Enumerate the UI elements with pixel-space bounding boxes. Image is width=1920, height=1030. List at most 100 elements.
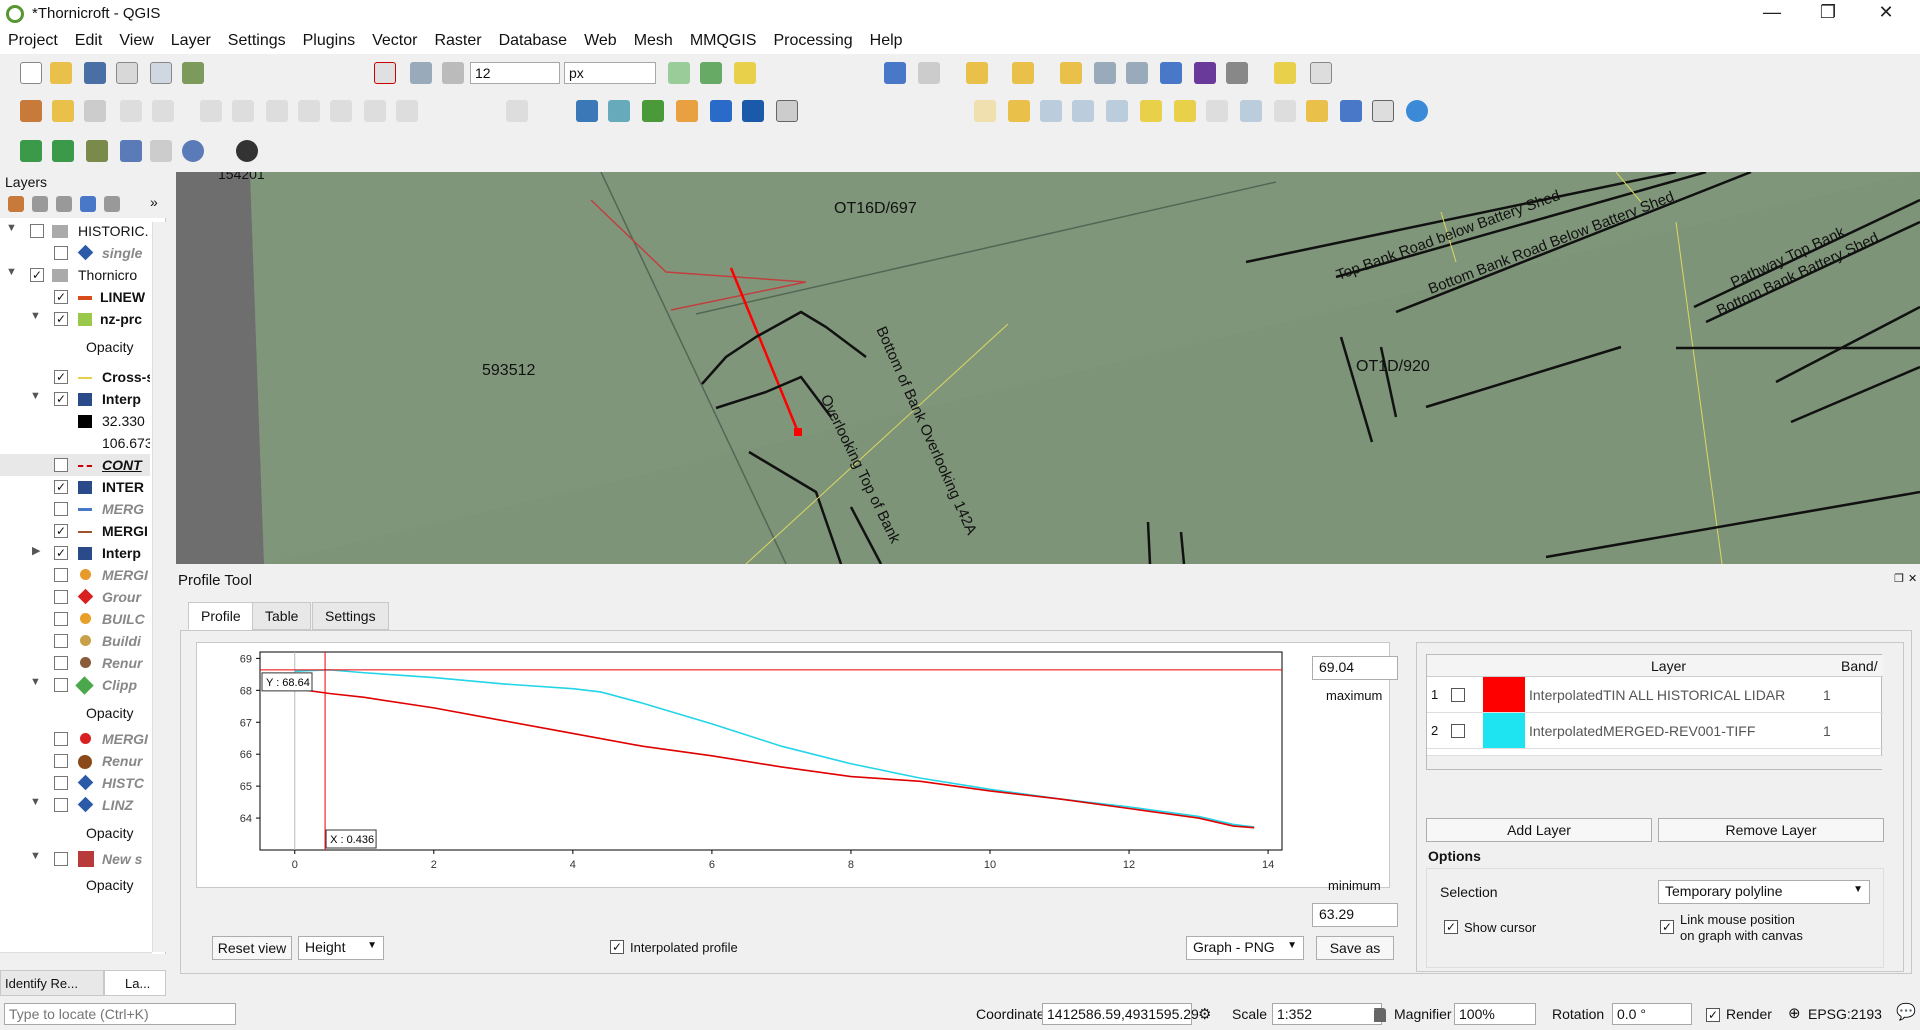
statistics-sum-icon[interactable] [1194,62,1216,84]
layer-visible-checkbox[interactable] [1451,688,1465,702]
processing-toolbox-icon[interactable] [1160,62,1182,84]
link-mouse-checkbox[interactable]: ✓ [1660,920,1674,934]
restore-button[interactable]: ❐ [1819,2,1837,22]
bookmark-icon[interactable] [1372,100,1394,122]
profile-graph[interactable]: 0 2 4 6 8 10 12 14 64 65 66 67 68 69 Y : 68.64 X : 0.43… [210,644,1300,880]
add-wms-icon[interactable] [150,140,172,162]
identify-features-icon[interactable] [884,62,906,84]
reset-view-button[interactable]: Reset view [212,936,292,960]
layer-row[interactable]: ▶ ✓ Interp [32,545,141,561]
zoom-to-selection-icon[interactable] [1140,100,1162,122]
layer-row[interactable]: ✓ Cross-s [54,369,150,385]
network-icon[interactable] [710,100,732,122]
magnifier-spinbox[interactable]: 100% [1454,1003,1536,1025]
crs-button[interactable]: EPSG:2193 [1808,1006,1882,1022]
profile-tool-icon[interactable] [642,100,664,122]
layer-row[interactable]: ▼ Clipp [30,676,137,695]
menu-mmqgis[interactable]: MMQGIS [689,32,757,49]
filter-expression-icon[interactable] [104,196,120,212]
locator-search-input[interactable] [4,1003,236,1025]
database-icon[interactable] [182,140,204,162]
add-mesh-icon[interactable] [120,140,142,162]
menu-edit[interactable]: Edit [74,32,103,49]
tab-identify-results[interactable]: Identify Re... [0,970,104,996]
vertex-tool-icon[interactable] [152,100,174,122]
menu-help[interactable]: Help [869,32,903,49]
minimize-button[interactable]: — [1763,2,1781,22]
layer-row[interactable]: MERGI [0,728,150,750]
zoom-last-icon[interactable] [1240,100,1262,122]
layer-row[interactable]: MERGI [0,564,150,586]
map-canvas[interactable]: OT16D/697 593512 OT1D/920 Top Bank Road … [176,172,1920,564]
snap-units-select[interactable]: px [564,62,656,84]
remove-layer-button[interactable]: Remove Layer [1658,818,1884,842]
filter-legend-icon[interactable] [80,196,96,212]
select-features-icon[interactable] [966,62,988,84]
layer-row[interactable]: ▼ ✓ Thornicro [6,266,138,283]
menu-plugins[interactable]: Plugins [302,32,356,49]
show-cursor-checkbox[interactable]: ✓ [1444,920,1458,934]
toggle-extents-icon[interactable]: ⚙ [1198,1006,1212,1023]
table-hscrollbar[interactable] [1427,755,1883,769]
current-edits-icon[interactable] [20,100,42,122]
new-map-view-icon[interactable] [1306,100,1328,122]
undo-icon[interactable] [364,100,386,122]
layer-row[interactable]: Renur [0,750,150,772]
zoom-in-icon[interactable] [1040,100,1062,122]
lock-icon[interactable] [1374,1008,1386,1022]
scale-select[interactable]: 1:352 [1272,1003,1382,1025]
plot-mode-select[interactable]: Height ▼ [298,936,384,960]
layer-row[interactable]: CONT [0,454,150,476]
save-project-icon[interactable] [84,62,106,84]
layer-row[interactable]: ✓ INTER [54,479,144,495]
layer-visible-checkbox[interactable] [1451,724,1465,738]
plugin-folder-icon[interactable] [676,100,698,122]
graph-plugin-icon[interactable] [742,100,764,122]
interpolated-profile-checkbox[interactable]: ✓ [610,940,624,954]
menu-view[interactable]: View [119,32,154,49]
messages-icon[interactable]: 💬 [1896,1004,1916,1021]
new-project-icon[interactable] [20,62,42,84]
menu-vector[interactable]: Vector [372,32,418,49]
snap-intersection-icon[interactable] [700,62,722,84]
layers-scrollbar[interactable] [152,222,166,952]
style-manager-icon[interactable] [182,62,204,84]
plugin-globe-icon[interactable] [236,140,258,162]
render-checkbox[interactable]: ✓ [1706,1008,1720,1022]
save-as-button[interactable]: Save as [1316,936,1394,960]
zoom-to-layer-icon[interactable] [1174,100,1196,122]
layer-row[interactable]: ▼ HISTORIC. [6,222,149,239]
layer-row[interactable]: BUILC [0,608,150,630]
digitize-icon[interactable] [120,100,142,122]
kmz-export-icon[interactable] [608,100,630,122]
layer-row[interactable]: Grour [0,586,150,608]
selection-select[interactable]: Temporary polyline ▼ [1658,880,1870,904]
map-tips-icon[interactable] [1274,62,1296,84]
modify-attributes-icon[interactable] [200,100,222,122]
menu-mesh[interactable]: Mesh [633,32,673,49]
paste-features-icon[interactable] [330,100,352,122]
select-by-value-icon[interactable] [1012,62,1034,84]
layers-hscrollbar[interactable] [0,952,152,966]
min-value-spinbox[interactable]: 63.29 [1312,903,1398,927]
snap-tolerance-input[interactable]: 12 [470,62,560,84]
pan-map-icon[interactable] [974,100,996,122]
layer-row[interactable]: ▼ ✓ nz-prc [30,310,142,327]
layer-row[interactable]: ▼ LINZ [30,796,134,813]
tab-layers[interactable]: La... [104,970,166,996]
zoom-native-icon[interactable] [1206,100,1228,122]
zoom-pdf-icon[interactable] [776,100,798,122]
layout-manager-icon[interactable] [150,62,172,84]
menu-project[interactable]: Project [8,32,58,49]
topological-edit-icon[interactable] [668,62,690,84]
measure-icon[interactable] [1226,62,1248,84]
coordinate-field[interactable]: 1412586.59,4931595.29 [1042,1003,1199,1025]
export-format-select[interactable]: Graph - PNG ▼ [1186,936,1304,960]
copy-features-icon[interactable] [298,100,320,122]
layer-row[interactable]: MERG [0,498,150,520]
tab-profile[interactable]: Profile [188,602,254,630]
pan-to-selection-icon[interactable] [1008,100,1030,122]
attribute-table-icon[interactable] [1094,62,1116,84]
panel-close-icon[interactable]: ✕ [1908,573,1918,585]
manage-themes-icon[interactable] [56,196,72,212]
